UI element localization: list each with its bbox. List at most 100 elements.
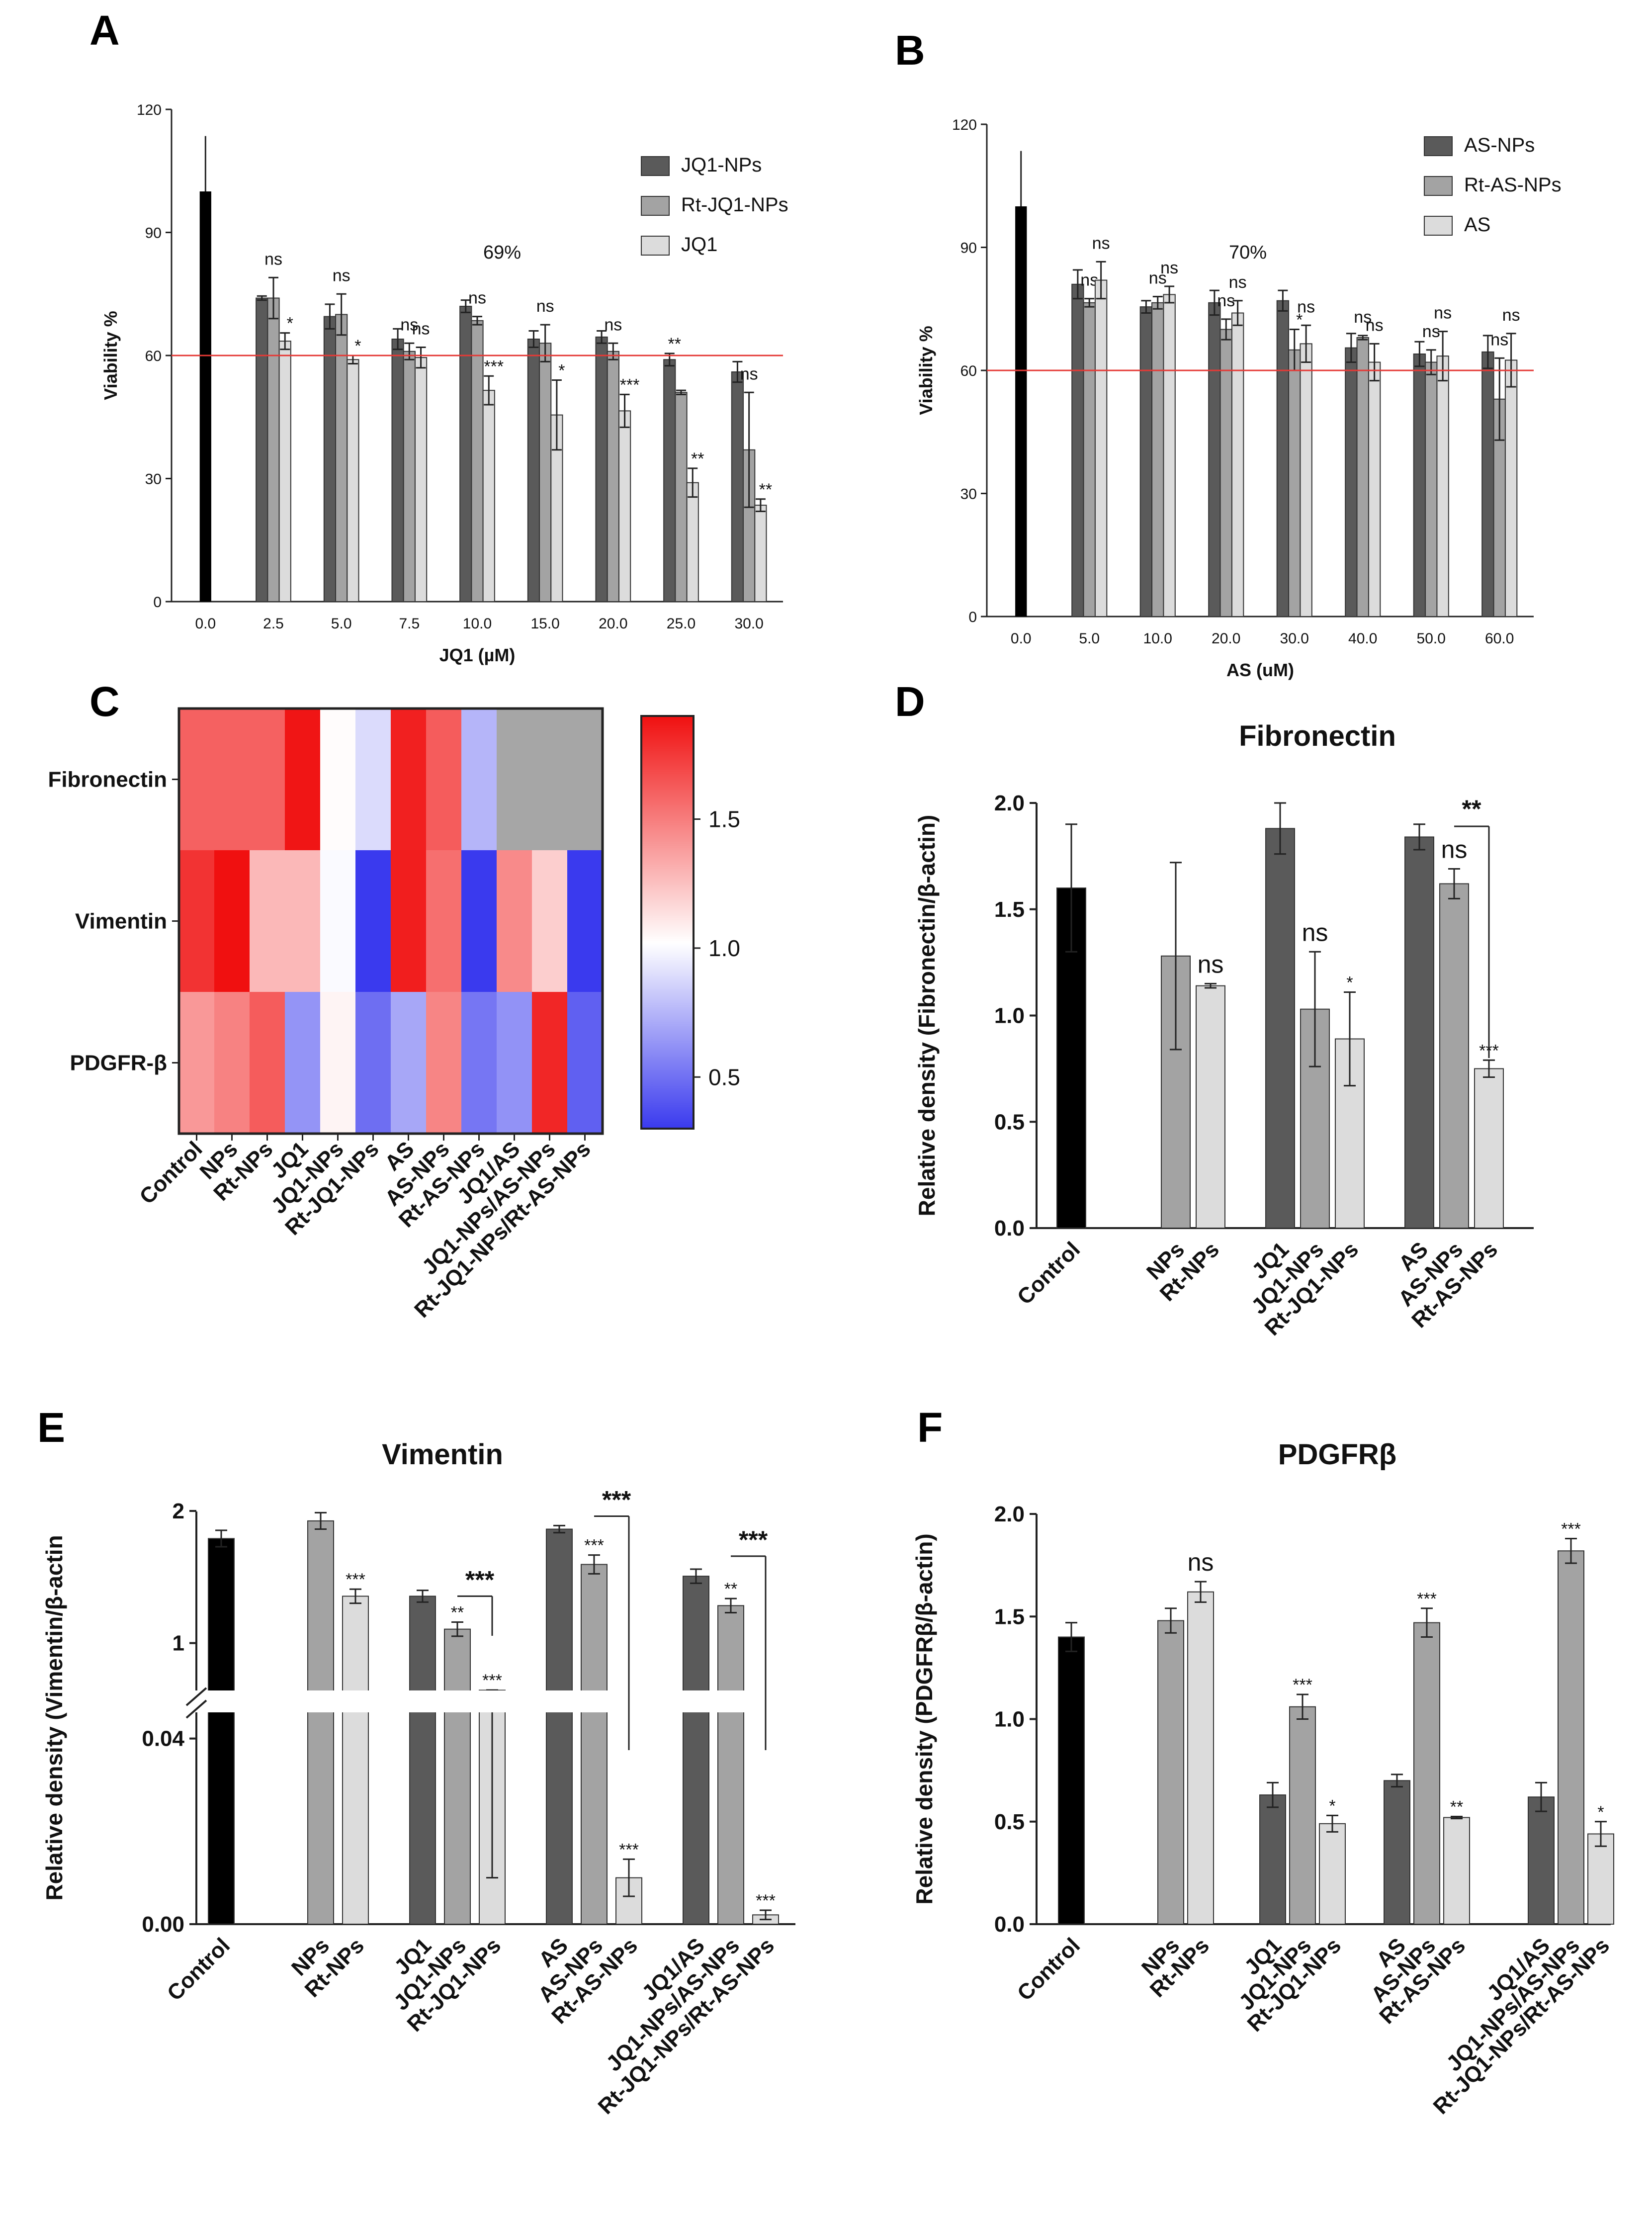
heatmap-cell (426, 992, 462, 1134)
bar-rt-jq1-nps-rt-as-nps (1587, 1833, 1614, 1925)
heatmap-cell (214, 850, 250, 992)
significance-label: ns (1229, 273, 1247, 292)
heatmap-cell (497, 992, 532, 1134)
significance-label: *** (756, 1891, 776, 1910)
bar-nps (1157, 1620, 1184, 1925)
heatmap-cell (250, 709, 285, 851)
heatmap-cell (461, 992, 497, 1134)
y-axis-label: Relative density (PDGFRβ/β-actin) (911, 1533, 937, 1904)
legend-label: AS (1464, 214, 1490, 236)
heatmap-cell (355, 850, 391, 992)
significance-label: ns (1354, 308, 1372, 327)
significance-label: ns (1092, 234, 1110, 253)
bar-as-nps (1345, 347, 1358, 617)
bar-as-nps (1139, 306, 1153, 617)
significance-label: ns (1302, 918, 1328, 946)
bar-rt-as-nps (1288, 349, 1301, 617)
x-tick-label: 20.0 (599, 616, 627, 632)
legend-swatch (641, 236, 670, 256)
x-tick-label: 5.0 (331, 616, 352, 632)
y-tick-label: 0 (968, 609, 977, 625)
y-tick-label: 120 (952, 117, 977, 133)
heatmap-cell (214, 709, 250, 851)
heatmap-cell (250, 850, 285, 992)
heatmap-cell (320, 850, 356, 992)
colorbar-tick-label: 1.5 (708, 806, 740, 832)
heatmap-cell (426, 850, 462, 992)
x-tick-label: 10.0 (1143, 630, 1172, 647)
y-axis-label: Relative density (Vimentin/β-actin (41, 1535, 67, 1900)
significance-label: ** (724, 1580, 737, 1598)
heatmap-cell (391, 992, 427, 1134)
bar-rt-nps (342, 1596, 369, 1925)
y-tick-label: 0.00 (142, 1912, 184, 1937)
significance-label: ns (333, 266, 350, 285)
bar-jq1 (278, 341, 291, 602)
significance-label: ns (604, 315, 622, 334)
bar-jq1-nps (1289, 1706, 1316, 1925)
significance-label: *** (619, 1840, 639, 1859)
significance-label: ns (1366, 316, 1384, 335)
heatmap-cell (497, 709, 532, 851)
x-axis-label: AS (uM) (1226, 660, 1294, 680)
significance-label: *** (484, 357, 504, 376)
bar-jq1-nps (663, 359, 676, 602)
significance-label: ns (740, 364, 758, 383)
y-tick-label: 1.5 (994, 897, 1025, 922)
bar-rt-jq1-nps (403, 351, 416, 602)
bracket-label: *** (739, 1526, 768, 1554)
bar-jq1-nps (256, 297, 268, 602)
significance-label: * (1329, 1796, 1335, 1815)
significance-label: *** (482, 1671, 502, 1690)
y-tick-label: 30 (960, 486, 977, 503)
y-tick-label: 30 (145, 471, 162, 488)
y-tick-label: 0.5 (994, 1810, 1025, 1834)
significance-label: ** (1450, 1797, 1463, 1816)
legend-swatch (641, 196, 670, 216)
heatmap-cell (355, 709, 391, 851)
x-axis-label: JQ1 (µM) (439, 645, 516, 665)
y-tick-label: 0.04 (142, 1727, 184, 1751)
chart-title: PDGFRβ (1278, 1438, 1396, 1471)
significance-label: ns (1217, 291, 1235, 310)
chart-title: Vimentin (382, 1438, 503, 1471)
x-tick-label: 25.0 (667, 616, 696, 632)
bar-jq1 (1265, 828, 1295, 1229)
bar-as (1300, 343, 1312, 617)
significance-label: *** (1293, 1676, 1312, 1694)
bar-as (1368, 361, 1381, 617)
bar-jq1 (482, 390, 495, 602)
bar-jq1 (754, 505, 767, 602)
heatmap-cell (461, 850, 497, 992)
axis-break-mark (185, 1699, 207, 1719)
y-tick-label: 60 (960, 363, 977, 379)
significance-label: ns (1188, 1548, 1214, 1576)
heatmap-frame (177, 707, 604, 1135)
significance-label: ** (759, 480, 772, 499)
bar-as (1231, 312, 1244, 617)
bar-as (1504, 359, 1518, 617)
y-axis-label: Viability % (100, 311, 121, 400)
x-tick-label: 20.0 (1212, 630, 1240, 647)
colorbar (640, 715, 695, 1130)
heatmap-cell (461, 709, 497, 851)
bracket-label: *** (602, 1486, 631, 1513)
legend-label: Rt-AS-NPs (1464, 174, 1562, 196)
bar-as-nps (1413, 1622, 1440, 1925)
y-tick-label: 90 (960, 240, 977, 257)
bar-rt-as-nps (1219, 329, 1232, 617)
y-axis-label: Viability % (916, 326, 936, 415)
x-tick-label: 0.0 (1011, 630, 1032, 647)
y-tick-label: 120 (137, 102, 162, 118)
significance-label: ns (1502, 306, 1520, 325)
heatmap-cell (285, 850, 321, 992)
heatmap-cell (320, 992, 356, 1134)
bar-jq1 (618, 410, 631, 602)
y-axis-label: Relative density (Fibronectin/β-actin) (914, 815, 940, 1217)
bar-as (1094, 279, 1108, 617)
panel-label-e: E (37, 1404, 65, 1451)
bar-jq1-as (683, 1576, 709, 1925)
x-tick-label: Control (1013, 1237, 1085, 1309)
significance-label: ** (451, 1603, 464, 1622)
column-label: Control (135, 1137, 207, 1209)
